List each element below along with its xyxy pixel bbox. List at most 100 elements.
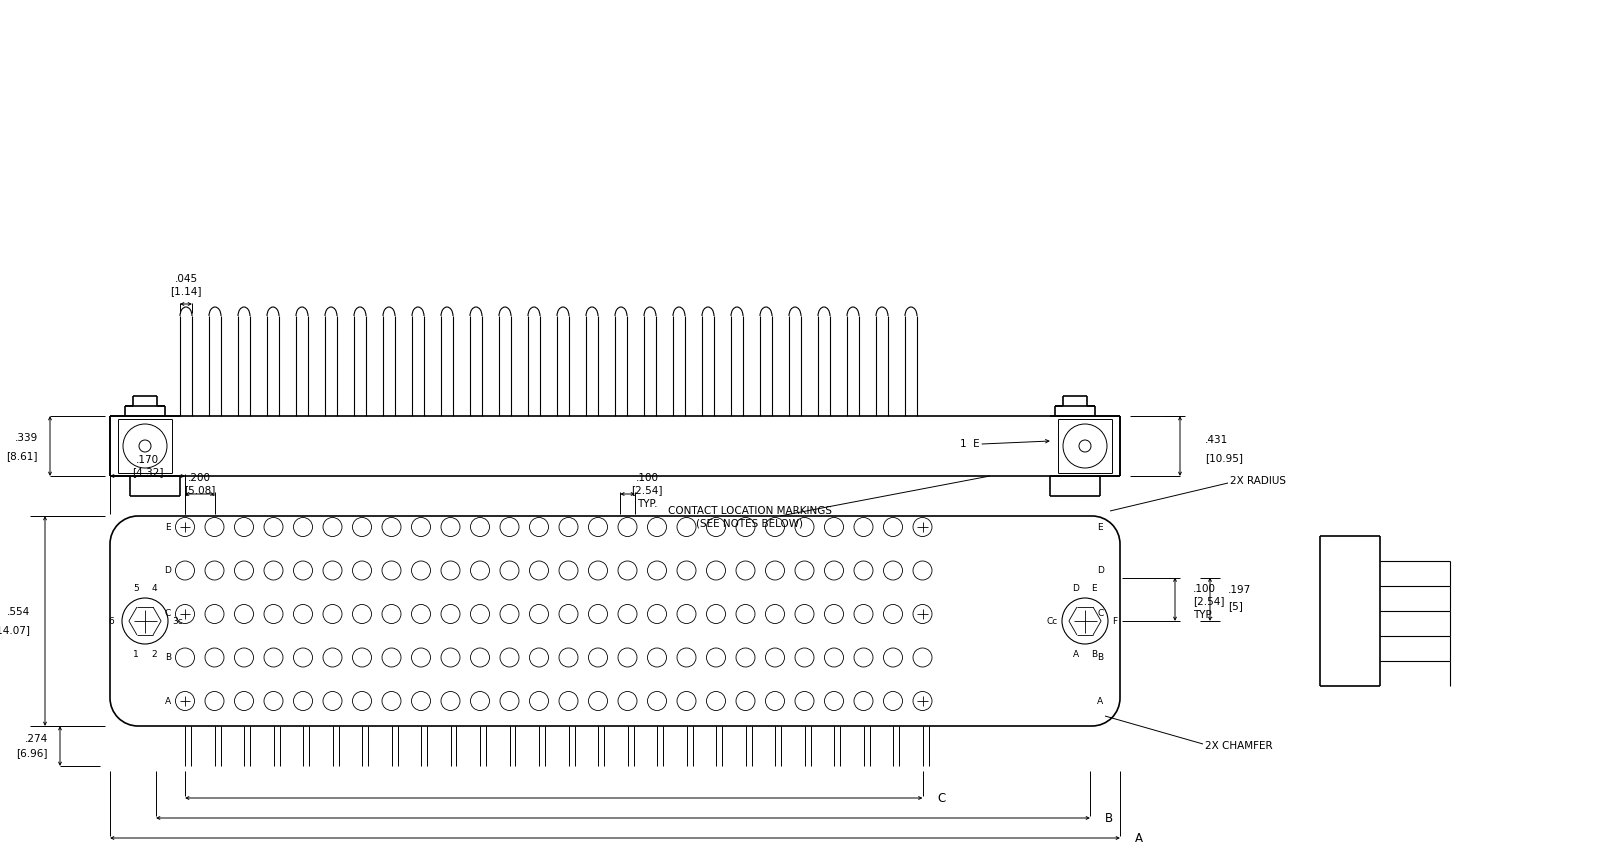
Circle shape [323, 691, 342, 710]
Circle shape [470, 561, 490, 580]
Circle shape [765, 518, 784, 537]
Circle shape [824, 648, 843, 667]
Text: .045: .045 [174, 274, 197, 284]
Circle shape [205, 648, 224, 667]
Circle shape [914, 561, 931, 580]
Circle shape [618, 691, 637, 710]
Circle shape [382, 691, 402, 710]
Circle shape [411, 518, 430, 537]
Circle shape [442, 691, 461, 710]
Circle shape [883, 518, 902, 537]
Circle shape [352, 648, 371, 667]
Circle shape [854, 561, 874, 580]
Text: [14.07]: [14.07] [0, 625, 30, 635]
Text: A: A [165, 696, 171, 706]
Text: .200: .200 [189, 473, 211, 483]
Text: 1  E: 1 E [960, 439, 979, 449]
Circle shape [382, 518, 402, 537]
Circle shape [352, 604, 371, 624]
Text: .274: .274 [24, 734, 48, 744]
Circle shape [854, 518, 874, 537]
Circle shape [795, 561, 814, 580]
Circle shape [293, 691, 312, 710]
Circle shape [854, 604, 874, 624]
Text: B: B [1106, 811, 1114, 824]
Circle shape [499, 561, 518, 580]
Text: A: A [1074, 650, 1078, 659]
Circle shape [765, 648, 784, 667]
Circle shape [914, 691, 931, 710]
Text: [5.08]: [5.08] [184, 485, 216, 495]
Circle shape [122, 598, 168, 644]
Circle shape [411, 648, 430, 667]
Circle shape [323, 604, 342, 624]
Circle shape [323, 648, 342, 667]
Circle shape [589, 691, 608, 710]
Circle shape [205, 561, 224, 580]
Circle shape [176, 518, 195, 537]
Circle shape [530, 604, 549, 624]
Circle shape [648, 561, 667, 580]
Circle shape [323, 518, 342, 537]
Circle shape [442, 561, 461, 580]
Circle shape [499, 648, 518, 667]
Circle shape [648, 648, 667, 667]
Circle shape [411, 604, 430, 624]
Text: TYP.: TYP. [1194, 611, 1213, 620]
Circle shape [382, 604, 402, 624]
Text: 2X CHAMFER: 2X CHAMFER [1205, 741, 1272, 751]
Circle shape [824, 518, 843, 537]
Circle shape [589, 561, 608, 580]
Circle shape [530, 691, 549, 710]
Circle shape [558, 691, 578, 710]
Circle shape [235, 648, 253, 667]
Circle shape [765, 604, 784, 624]
Text: A: A [1134, 831, 1142, 844]
Circle shape [411, 691, 430, 710]
Circle shape [235, 561, 253, 580]
Circle shape [795, 691, 814, 710]
Text: [5]: [5] [1229, 601, 1243, 611]
Text: .339: .339 [14, 433, 38, 443]
Circle shape [618, 518, 637, 537]
Circle shape [176, 561, 195, 580]
Circle shape [264, 648, 283, 667]
Text: CONTACT LOCATION MARKINGS: CONTACT LOCATION MARKINGS [669, 506, 832, 516]
Circle shape [883, 604, 902, 624]
Text: 4: 4 [150, 584, 157, 593]
Text: .100: .100 [635, 473, 659, 483]
Circle shape [442, 518, 461, 537]
Circle shape [176, 648, 195, 667]
Text: D: D [1098, 566, 1104, 575]
Circle shape [264, 604, 283, 624]
Circle shape [411, 561, 430, 580]
Text: .431: .431 [1205, 435, 1229, 445]
Text: [4.32]: [4.32] [131, 467, 163, 477]
Text: B: B [1091, 650, 1098, 659]
Circle shape [293, 561, 312, 580]
Circle shape [352, 518, 371, 537]
Text: 3c: 3c [173, 617, 182, 625]
Text: 5: 5 [133, 584, 139, 593]
Circle shape [293, 604, 312, 624]
Circle shape [499, 604, 518, 624]
Text: 1: 1 [133, 650, 139, 659]
Circle shape [205, 518, 224, 537]
Circle shape [736, 648, 755, 667]
Circle shape [205, 604, 224, 624]
Circle shape [323, 561, 342, 580]
Text: E: E [165, 522, 171, 532]
Circle shape [264, 561, 283, 580]
Text: C: C [165, 610, 171, 618]
Text: [10.95]: [10.95] [1205, 453, 1243, 463]
Text: A: A [1098, 696, 1102, 706]
Circle shape [293, 518, 312, 537]
Circle shape [558, 648, 578, 667]
Circle shape [618, 604, 637, 624]
Circle shape [677, 648, 696, 667]
Circle shape [293, 648, 312, 667]
Circle shape [707, 561, 725, 580]
Circle shape [648, 518, 667, 537]
Circle shape [914, 518, 931, 537]
Circle shape [765, 561, 784, 580]
